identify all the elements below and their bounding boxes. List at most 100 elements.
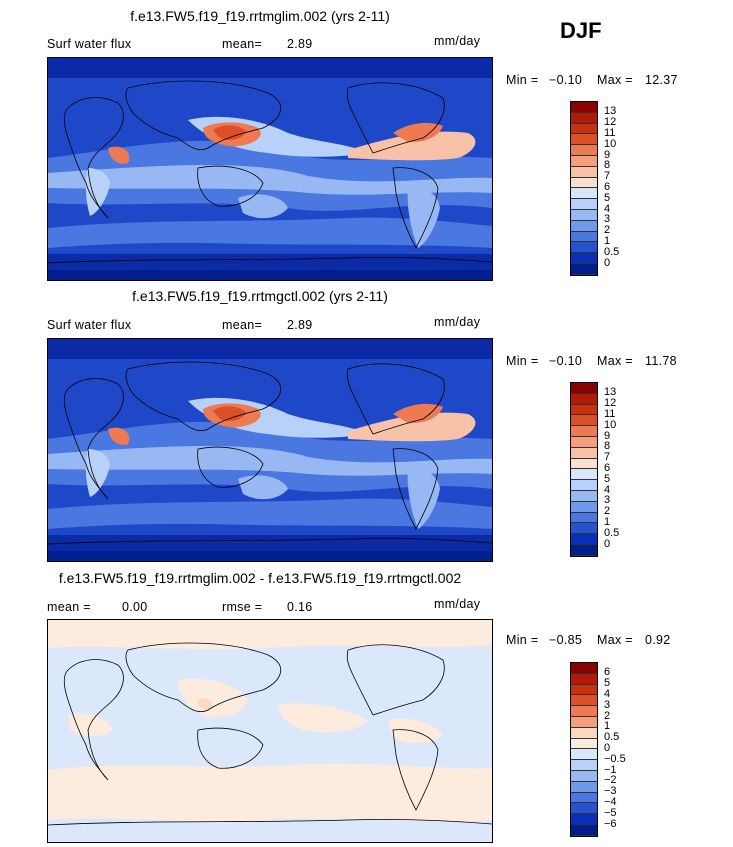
panel-2-max-value: 11.78 xyxy=(645,354,677,368)
panel-3-colorbar-swatch xyxy=(571,760,597,771)
panel-3-mean-label: mean = xyxy=(47,600,91,614)
panel-3-colorbar-tick-label: −5 xyxy=(604,806,617,819)
panel-3-colorbar-tick-label: 2 xyxy=(604,709,611,722)
panel-3-units: mm/day xyxy=(434,597,481,611)
panel-3-colorbar-swatch xyxy=(571,824,597,836)
panel-1-min-value: −0.10 xyxy=(549,73,583,87)
panel-1-colorbar-tick-label: 13 xyxy=(604,105,617,118)
panel-3-colorbar-tick-label: 0.5 xyxy=(604,731,620,744)
panel-2-colorbar-swatch xyxy=(571,523,597,535)
panel-3-max-value: 0.92 xyxy=(645,633,671,647)
panel-2-colorbar-tick-label: 5 xyxy=(604,472,611,485)
panel-3-rmse-label: rmse = xyxy=(222,600,263,614)
panel-1-colorbar-tick-label: 3 xyxy=(604,213,611,226)
panel-2-colorbar-swatch xyxy=(571,501,597,513)
panel-1-colorbar-swatch xyxy=(571,112,597,124)
panel-3-colorbar-swatch xyxy=(571,673,597,685)
panel-3-title: f.e13.FW5.f19_f19.rrtmglim.002 - f.e13.F… xyxy=(58,570,462,586)
panel-1-colorbar-tick-label: 9 xyxy=(604,148,611,161)
panel-1-colorbar-tick-label: 4 xyxy=(604,202,611,215)
panel-1-colorbar-swatch xyxy=(571,166,597,178)
panel-1-colorbar-tick-label: 7 xyxy=(604,170,611,183)
panel-3-map-svg xyxy=(48,620,492,842)
panel-2-colorbar-tick-label: 13 xyxy=(604,386,617,399)
panel-1-colorbar-tick-label: 5 xyxy=(604,191,611,204)
panel-1-colorbar-tick-label: 0 xyxy=(604,256,611,269)
panel-3-colorbar-tick-label: −0.5 xyxy=(604,752,626,765)
panel-1-colorbar-swatch xyxy=(571,209,597,221)
panel-2-colorbar-tick-label: 6 xyxy=(604,461,611,474)
panel-3-colorbar-swatch xyxy=(571,727,597,739)
panel-3-colorbar-tick-label: 1 xyxy=(604,720,611,733)
panel-3-colorbar-swatch xyxy=(571,695,597,707)
panel-2-field-label: Surf water flux xyxy=(47,318,132,332)
panel-1-colorbar xyxy=(570,101,598,276)
panel-2-colorbar-tick-label: 0.5 xyxy=(604,526,620,539)
panel-2-colorbar-tick-label: 9 xyxy=(604,429,611,442)
panel-3-colorbar-swatch xyxy=(571,803,597,815)
panel-3-min-label: Min = xyxy=(506,633,539,647)
panel-1-colorbar-swatch xyxy=(571,263,597,275)
panel-1-colorbar-swatch xyxy=(571,155,597,167)
panel-3-min-value: −0.85 xyxy=(549,633,583,647)
panel-2-colorbar-swatch xyxy=(571,544,597,556)
panel-1-colorbar-tick-label: 6 xyxy=(604,180,611,193)
panel-3-colorbar-tick-label: 5 xyxy=(604,677,611,690)
panel-3-colorbar-swatch xyxy=(571,814,597,825)
panel-3-colorbar-swatch xyxy=(571,716,597,728)
panel-1-colorbar-swatch xyxy=(571,253,597,264)
panel-2-colorbar-swatch xyxy=(571,436,597,448)
panel-1-max-value: 12.37 xyxy=(645,73,678,87)
panel-2-title: f.e13.FW5.f19_f19.rrtmgctl.002 (yrs 2-11… xyxy=(132,288,388,304)
panel-3-colorbar-swatch xyxy=(571,706,597,717)
panel-2-min-value: −0.10 xyxy=(549,354,583,368)
panel-3-colorbar-swatch xyxy=(571,749,597,761)
panel-2-mean-value: 2.89 xyxy=(287,318,313,332)
panel-2-colorbar-tick-label: 7 xyxy=(604,451,611,464)
panel-3-colorbar-tick-label: 6 xyxy=(604,666,611,679)
panel-1-map xyxy=(47,57,493,281)
panel-1-colorbar-swatch xyxy=(571,199,597,210)
panel-3-colorbar-tick-label: −1 xyxy=(604,763,617,776)
panel-1-min-label: Min = xyxy=(506,73,539,87)
panel-2-colorbar-swatch xyxy=(571,404,597,416)
panel-2-colorbar-tick-label: 11 xyxy=(604,407,616,420)
panel-1-colorbar-tick-label: 2 xyxy=(604,224,611,237)
panel-2-colorbar-tick-label: 2 xyxy=(604,505,611,518)
panel-2-colorbar-tick-label: 10 xyxy=(604,418,617,431)
panel-3-colorbar-tick-label: −6 xyxy=(604,817,617,830)
panel-2-colorbar-tick-label: 4 xyxy=(604,483,611,496)
panel-1-field-label: Surf water flux xyxy=(47,37,132,51)
panel-2-colorbar-tick-label: 12 xyxy=(604,397,617,410)
panel-3-colorbar-tick-label: 0 xyxy=(604,741,611,754)
panel-3-colorbar-swatch xyxy=(571,663,597,674)
panel-1-colorbar-tick-label: 8 xyxy=(604,159,611,172)
panel-3-colorbar xyxy=(570,662,598,837)
panel-1-units: mm/day xyxy=(434,34,481,48)
panel-2-colorbar-tick-label: 8 xyxy=(604,440,611,453)
panel-3-colorbar-swatch xyxy=(571,781,597,793)
panel-1-mean-label: mean= xyxy=(222,37,263,51)
panel-1-colorbar-tick-label: 12 xyxy=(604,116,617,129)
panel-1-colorbar-swatch xyxy=(571,177,597,189)
panel-1-colorbar-swatch xyxy=(571,123,597,135)
panel-1-title: f.e13.FW5.f19_f19.rrtmglim.002 (yrs 2-11… xyxy=(130,8,390,24)
panel-2-colorbar-swatch xyxy=(571,393,597,405)
panel-1-colorbar-tick-label: 11 xyxy=(604,126,616,139)
panel-3-colorbar-swatch xyxy=(571,738,597,750)
panel-2-colorbar-tick-label: 3 xyxy=(604,494,611,507)
panel-3-colorbar-tick-label: 3 xyxy=(604,698,611,711)
panel-2-colorbar-tick-label: 0 xyxy=(604,537,611,550)
season-label: DJF xyxy=(560,18,602,43)
panel-2-colorbar-swatch xyxy=(571,490,597,502)
panel-2-colorbar-swatch xyxy=(571,534,597,545)
panel-2-colorbar-swatch xyxy=(571,480,597,491)
panel-2-colorbar-tick-label: 1 xyxy=(604,515,611,528)
panel-2-max-label: Max = xyxy=(597,354,633,368)
panel-3-mean-value: 0.00 xyxy=(122,600,148,614)
panel-2-map xyxy=(47,338,493,562)
panel-3-max-label: Max = xyxy=(597,633,633,647)
panel-2-colorbar-swatch xyxy=(571,469,597,481)
panel-1-colorbar-tick-label: 10 xyxy=(604,137,617,150)
panel-3-colorbar-swatch xyxy=(571,770,597,782)
